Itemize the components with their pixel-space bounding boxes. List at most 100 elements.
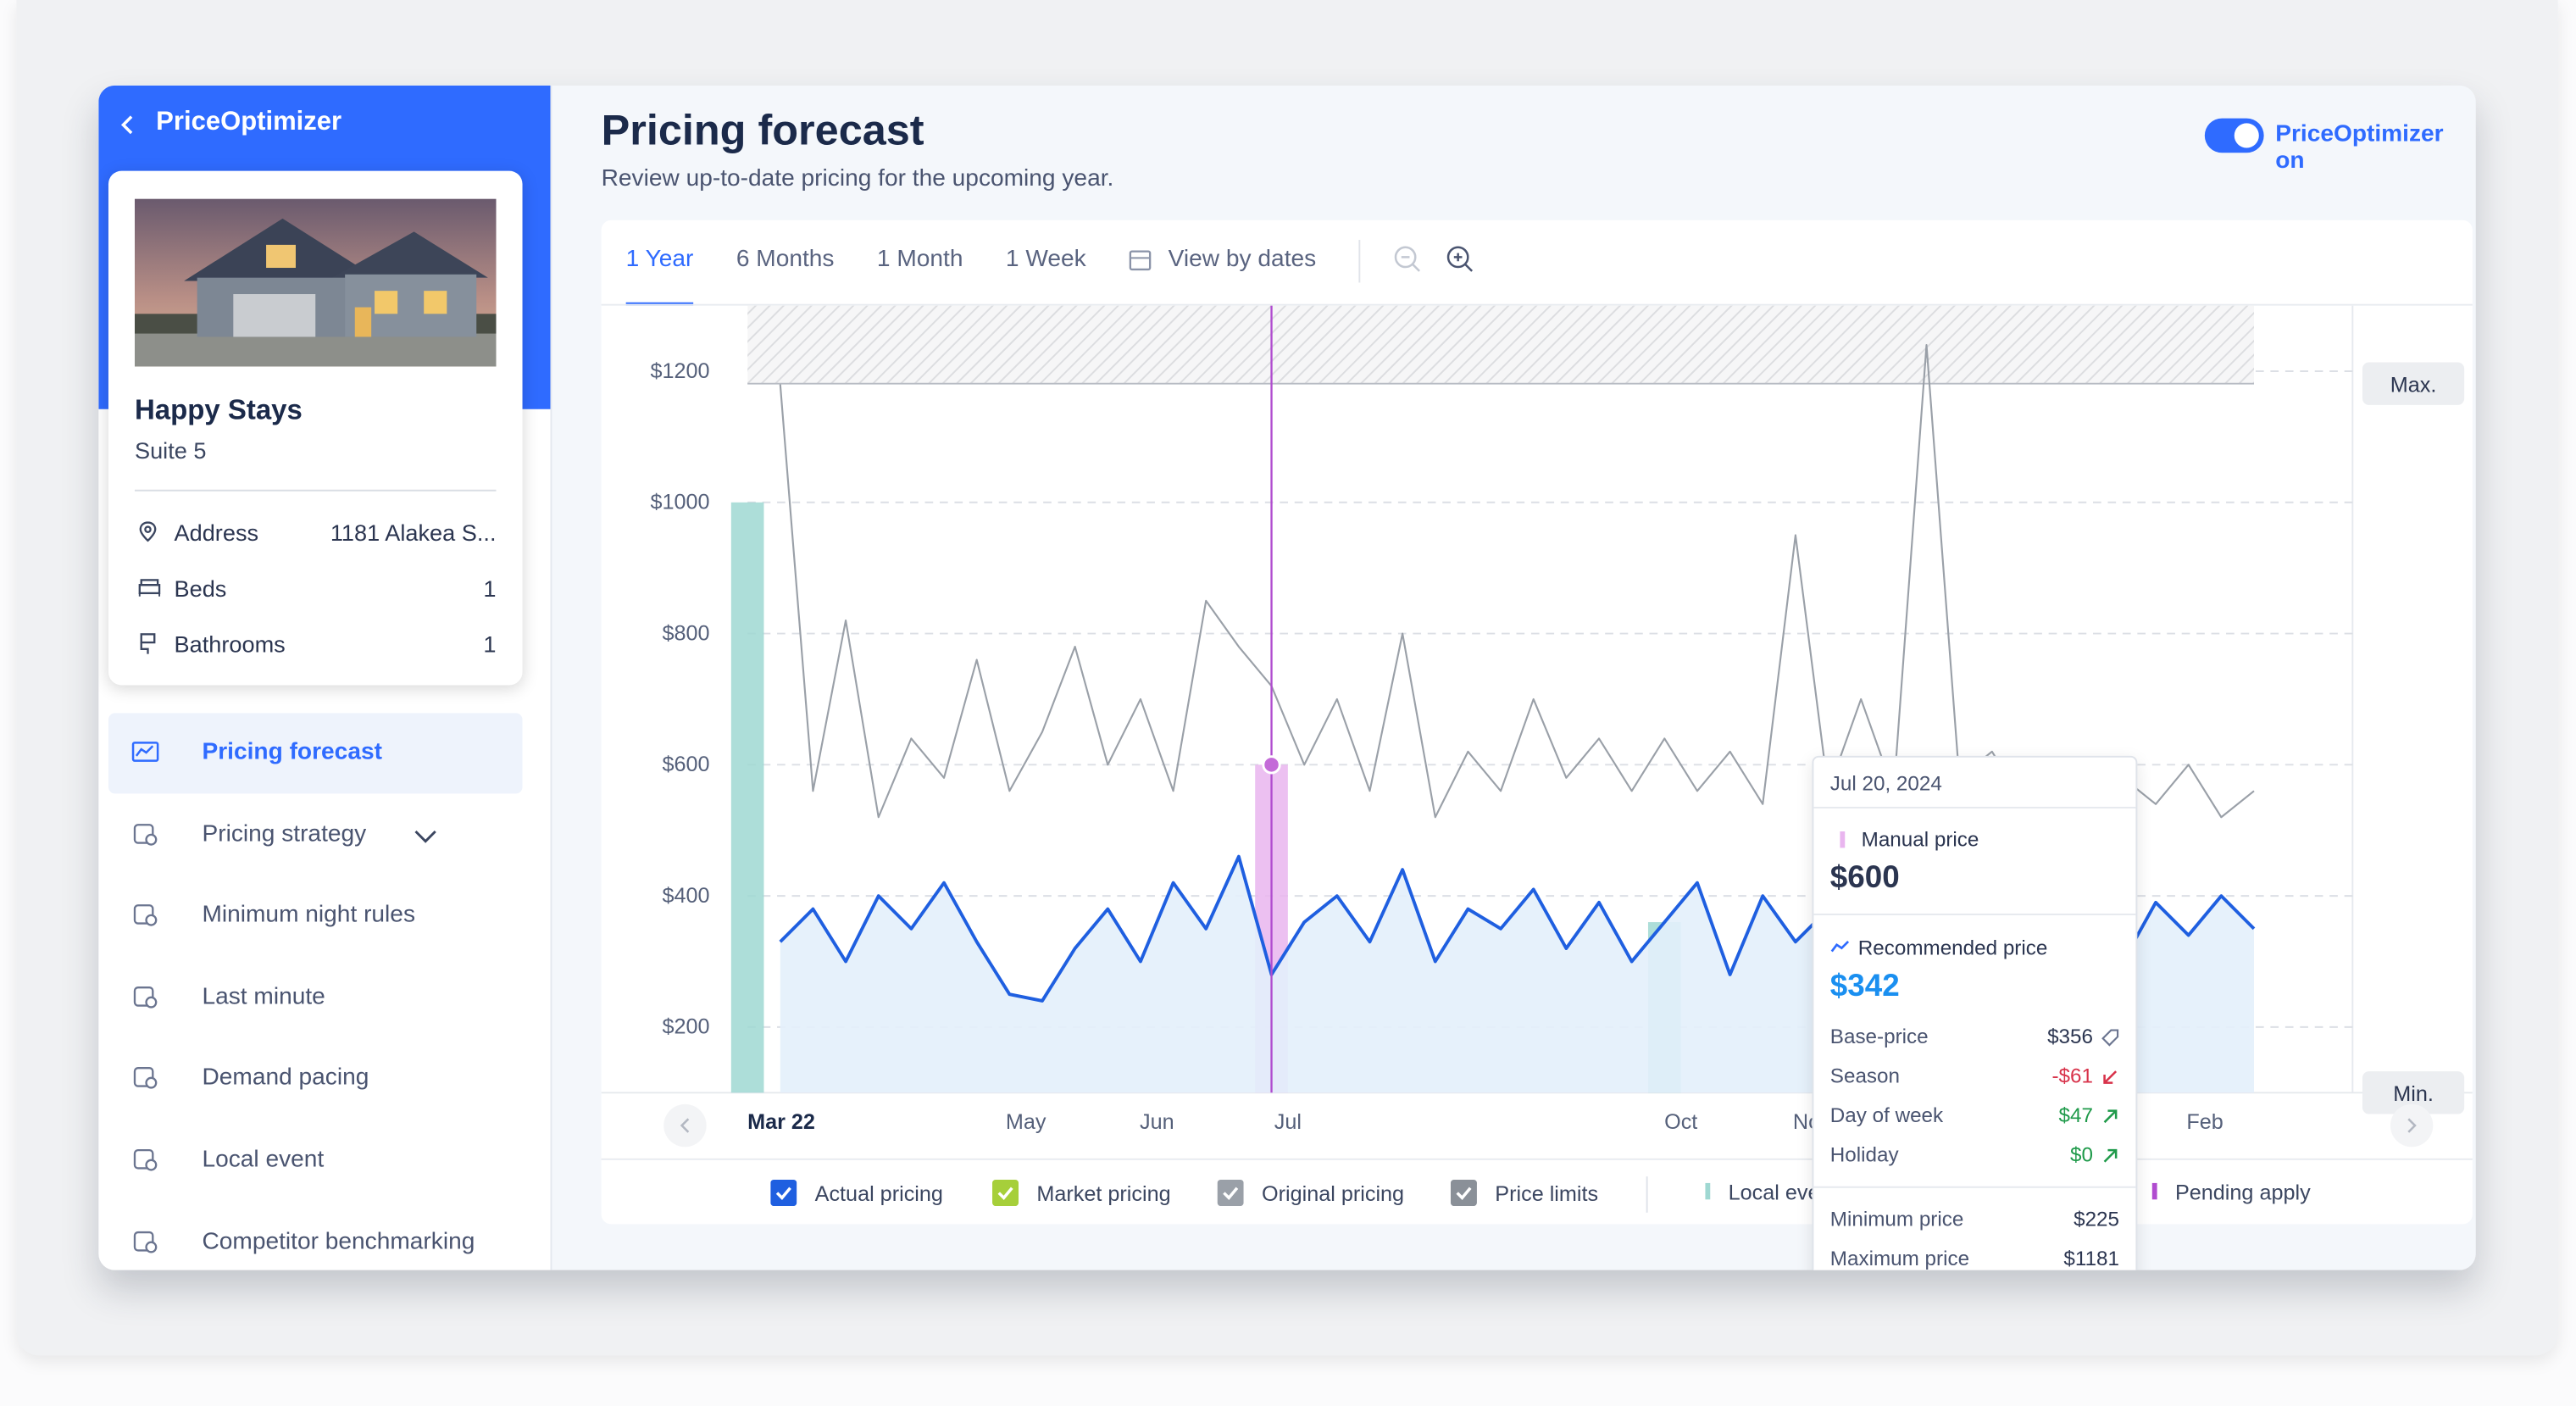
tooltip-date: Jul 20, 2024: [1829, 772, 1942, 796]
back-arrow[interactable]: [119, 114, 138, 136]
nav-item[interactable]: Pricing forecast: [108, 713, 523, 794]
detail-icon: [139, 521, 157, 542]
detail-icon: [140, 633, 156, 654]
scroll-prev[interactable]: [663, 1103, 707, 1148]
detail-row: Bathrooms 1: [135, 628, 497, 661]
scroll-arrow: [2407, 1118, 2417, 1133]
y-tick-label: $200: [663, 1015, 710, 1039]
breakdown-row: Base-price $356: [1830, 1025, 2119, 1055]
range-tabs: 1 Year 6 Months 1 Month 1 Week View by dates: [625, 240, 1476, 306]
range-tab[interactable]: 1 Year: [625, 247, 694, 306]
nav-label: Local event: [202, 1147, 325, 1174]
legend-item[interactable]: Original pricing: [1217, 1180, 1404, 1207]
x-tick-label: Jul: [1274, 1110, 1302, 1134]
trend-icon: [2101, 1029, 2119, 1047]
y-tick-label: $1000: [651, 491, 710, 514]
detail-value: 1181 Alakea S...: [330, 519, 497, 546]
page-title: Pricing forecast: [601, 105, 924, 155]
legend-checkbox[interactable]: [770, 1180, 797, 1207]
legend: Actual pricing Market pricing Original pri…: [601, 1158, 2473, 1225]
limit-band: [747, 305, 2255, 384]
x-tick-label: Feb: [2186, 1110, 2223, 1134]
legend-checkbox[interactable]: [1450, 1180, 1477, 1207]
breakdown-value: $356: [2047, 1025, 2094, 1048]
bar: [730, 502, 764, 1093]
recommended-label: Recommended price: [1857, 936, 2048, 960]
nav-item[interactable]: Minimum night rules: [108, 876, 523, 957]
detail-value: 1: [483, 631, 497, 658]
breakdown-value: $0: [2070, 1143, 2094, 1167]
nav-item[interactable]: Local event: [108, 1120, 523, 1201]
chart-card: 1 Year 6 Months 1 Month 1 Week View by dates…: [601, 220, 2473, 1270]
legend-checkbox[interactable]: [1217, 1180, 1244, 1207]
breakdown-row: Day of week $47: [1830, 1104, 2119, 1134]
app-title[interactable]: PriceOptimizer: [156, 108, 342, 136]
trend-icon: [2103, 1109, 2118, 1124]
range-tab[interactable]: 1 Week: [1005, 246, 1086, 273]
nav-label: Pricing strategy: [202, 820, 367, 847]
nav-item[interactable]: Last minute: [108, 958, 523, 1038]
breakdown-label: Day of week: [1829, 1103, 1944, 1128]
legend-marker: [1705, 1182, 1711, 1200]
legend-item[interactable]: Price limits: [1450, 1180, 1599, 1207]
property-photo: [134, 198, 497, 367]
date-picker-label: View by dates: [1168, 246, 1317, 273]
limit-label: Maximum price: [1829, 1247, 1970, 1270]
detail-value: 1: [483, 575, 497, 602]
legend-item[interactable]: Market pricing: [992, 1180, 1171, 1207]
nav-label: Last minute: [202, 983, 325, 1010]
limit-row: Maximum price $1181: [1830, 1248, 2119, 1270]
zoom-out[interactable]: [1393, 245, 1423, 275]
detail-row: Address 1181 Alakea S...: [135, 516, 497, 549]
sidebar: PriceOptimizer Ha: [98, 85, 552, 1270]
x-tick-label: May: [1006, 1110, 1046, 1134]
limit-value: $225: [2074, 1208, 2120, 1231]
legend-checkbox[interactable]: [992, 1180, 1019, 1207]
detail-label: Address: [174, 519, 259, 546]
legend-label: Price limits: [1495, 1181, 1599, 1207]
range-tab[interactable]: 6 Months: [736, 246, 835, 273]
zoom-in[interactable]: [1446, 245, 1475, 275]
toggle-switch[interactable]: [2204, 118, 2264, 153]
nav-label: Pricing forecast: [202, 739, 382, 766]
scroll-next[interactable]: [2390, 1103, 2434, 1148]
nav-icon: [133, 904, 158, 927]
line: [779, 343, 2255, 819]
nav-icon: [131, 742, 159, 762]
toggle-label[interactable]: PriceOptimizer on: [2275, 121, 2444, 175]
property-unit: Suite 5: [134, 436, 207, 464]
hover-point: [1262, 755, 1281, 775]
breakdown-value: -$61: [2051, 1064, 2094, 1088]
range-tab[interactable]: 1 Month: [876, 246, 963, 273]
legend-label: Market pricing: [1036, 1181, 1171, 1207]
recommended-value: $342: [1829, 969, 1900, 1004]
expand-chevron[interactable]: [414, 827, 437, 843]
tooltip: Jul 20, 2024 Manual price $600 Recommend…: [1812, 755, 2138, 1270]
page-subtitle: Review up-to-date pricing for the upcomi…: [601, 165, 1114, 192]
detail-icon: [138, 579, 161, 597]
legend-item[interactable]: Actual pricing: [770, 1180, 943, 1207]
divider: [1813, 913, 2136, 915]
legend-item[interactable]: Pending apply: [2151, 1180, 2311, 1204]
limit-pill: [2362, 362, 2465, 405]
breakdown-label: Holiday: [1829, 1143, 1899, 1167]
trend-icon: [1830, 940, 1850, 953]
limit-label: Max.: [2390, 373, 2437, 397]
date-picker[interactable]: View by dates: [1129, 247, 1316, 306]
nav-item[interactable]: Competitor benchmarking: [108, 1202, 523, 1270]
x-tick-label: Mar 22: [747, 1110, 815, 1134]
legend-divider: [1646, 1176, 1648, 1213]
nav-item[interactable]: Demand pacing: [108, 1039, 523, 1120]
property-card: Happy Stays Suite 5 Address 1181 Alakea S…: [108, 170, 523, 686]
divider: [1813, 1186, 2136, 1188]
divider: [1358, 240, 1361, 283]
legend-marker: [2151, 1182, 2157, 1200]
chart: $200 $400 $600 $800 $1000 $1200 Mar 22 May Jun Ju…: [601, 305, 2473, 1148]
nav-item[interactable]: Pricing strategy: [108, 795, 523, 875]
nav-icon: [133, 1231, 158, 1253]
breakdown-row: Holiday $0: [1830, 1143, 2119, 1173]
limit-label: Min.: [2393, 1082, 2434, 1106]
manual-label: Manual price: [1861, 828, 1979, 852]
